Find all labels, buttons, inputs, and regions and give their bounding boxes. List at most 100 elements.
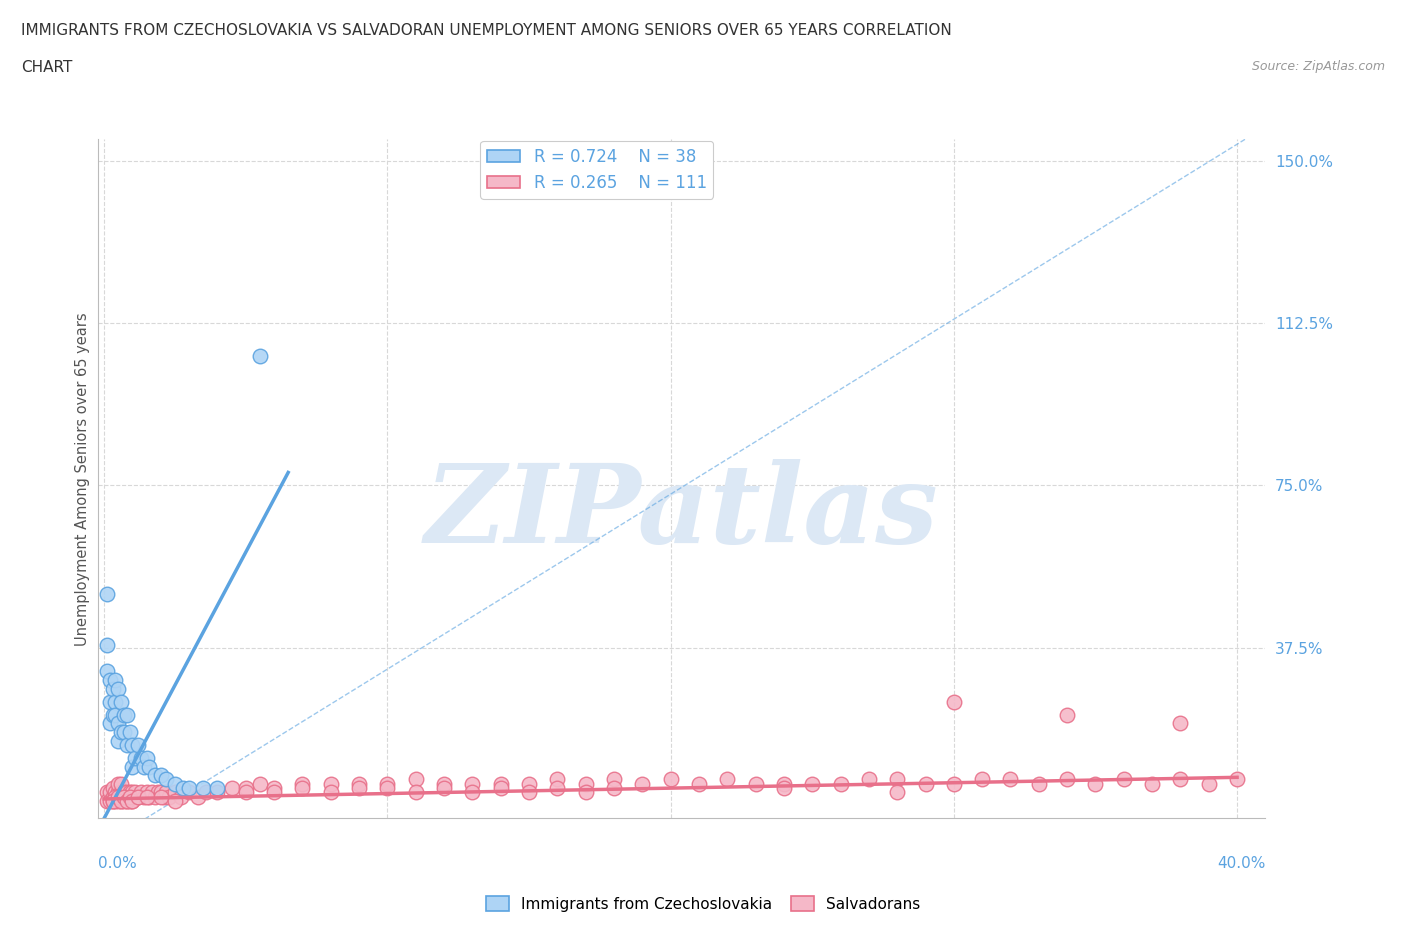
Point [107, 777, 129, 791]
Point [104, 672, 127, 687]
Point [118, 785, 141, 800]
Point [121, 793, 143, 808]
Point [110, 777, 132, 791]
Point [177, 785, 200, 800]
Point [489, 780, 512, 795]
Point [127, 737, 149, 752]
Point [98, 672, 121, 687]
Point [1170, 716, 1192, 731]
Text: IMMIGRANTS FROM CZECHOSLOVAKIA VS SALVADORAN UNEMPLOYMENT AMONG SENIORS OVER 65 : IMMIGRANTS FROM CZECHOSLOVAKIA VS SALVAD… [21, 23, 952, 38]
Point [801, 777, 824, 791]
Point [942, 694, 965, 709]
Point [110, 793, 132, 808]
Point [546, 772, 568, 787]
Point [104, 790, 127, 804]
Text: Source: ZipAtlas.com: Source: ZipAtlas.com [1251, 60, 1385, 73]
Point [104, 793, 127, 808]
Point [942, 777, 965, 791]
Point [517, 777, 540, 791]
Point [405, 772, 427, 787]
Point [744, 777, 766, 791]
Point [135, 790, 157, 804]
Point [263, 780, 285, 795]
Point [101, 707, 124, 722]
Point [1000, 772, 1022, 787]
Point [138, 790, 160, 804]
Point [830, 777, 852, 791]
Point [575, 777, 598, 791]
Point [112, 793, 135, 808]
Point [98, 793, 121, 808]
Point [375, 780, 398, 795]
Point [291, 777, 314, 791]
Point [1170, 772, 1192, 787]
Point [96, 638, 118, 653]
Point [121, 793, 143, 808]
Point [129, 751, 152, 765]
Point [631, 777, 654, 791]
Point [157, 790, 180, 804]
Point [124, 751, 146, 765]
Point [249, 348, 271, 363]
Point [972, 772, 994, 787]
Point [1084, 777, 1107, 791]
Point [121, 759, 143, 774]
Point [575, 785, 598, 800]
Point [115, 707, 138, 722]
Point [886, 772, 908, 787]
Point [121, 737, 143, 752]
Point [107, 790, 129, 804]
Point [110, 724, 132, 739]
Point [143, 768, 166, 783]
Point [716, 772, 738, 787]
Point [163, 793, 186, 808]
Point [141, 785, 163, 800]
Point [115, 737, 138, 752]
Point [1056, 772, 1078, 787]
Point [104, 707, 127, 722]
Point [129, 785, 152, 800]
Point [112, 707, 135, 722]
Legend: R = 0.724    N = 38, R = 0.265    N = 111: R = 0.724 N = 38, R = 0.265 N = 111 [481, 141, 713, 199]
Point [235, 785, 257, 800]
Point [96, 664, 118, 679]
Point [375, 777, 398, 791]
Point [124, 785, 146, 800]
Point [1056, 707, 1078, 722]
Point [207, 780, 229, 795]
Point [319, 777, 342, 791]
Point [132, 790, 155, 804]
Point [107, 793, 129, 808]
Y-axis label: Unemployment Among Seniors over 65 years: Unemployment Among Seniors over 65 years [75, 312, 90, 645]
Point [110, 793, 132, 808]
Point [433, 777, 456, 791]
Point [177, 780, 200, 795]
Point [121, 785, 143, 800]
Point [115, 793, 138, 808]
Point [104, 785, 127, 800]
Point [104, 694, 127, 709]
Point [155, 785, 177, 800]
Point [110, 694, 132, 709]
Point [187, 790, 209, 804]
Point [135, 785, 157, 800]
Point [115, 785, 138, 800]
Point [110, 785, 132, 800]
Point [101, 790, 124, 804]
Point [101, 793, 124, 808]
Point [98, 694, 121, 709]
Text: CHART: CHART [21, 60, 73, 75]
Point [107, 733, 129, 748]
Point [101, 780, 124, 795]
Point [319, 785, 342, 800]
Point [101, 682, 124, 697]
Point [138, 759, 160, 774]
Text: 40.0%: 40.0% [1218, 856, 1265, 870]
Point [96, 793, 118, 808]
Point [118, 724, 141, 739]
Point [132, 759, 155, 774]
Point [461, 785, 484, 800]
Point [347, 777, 370, 791]
Point [1028, 777, 1050, 791]
Point [858, 772, 880, 787]
